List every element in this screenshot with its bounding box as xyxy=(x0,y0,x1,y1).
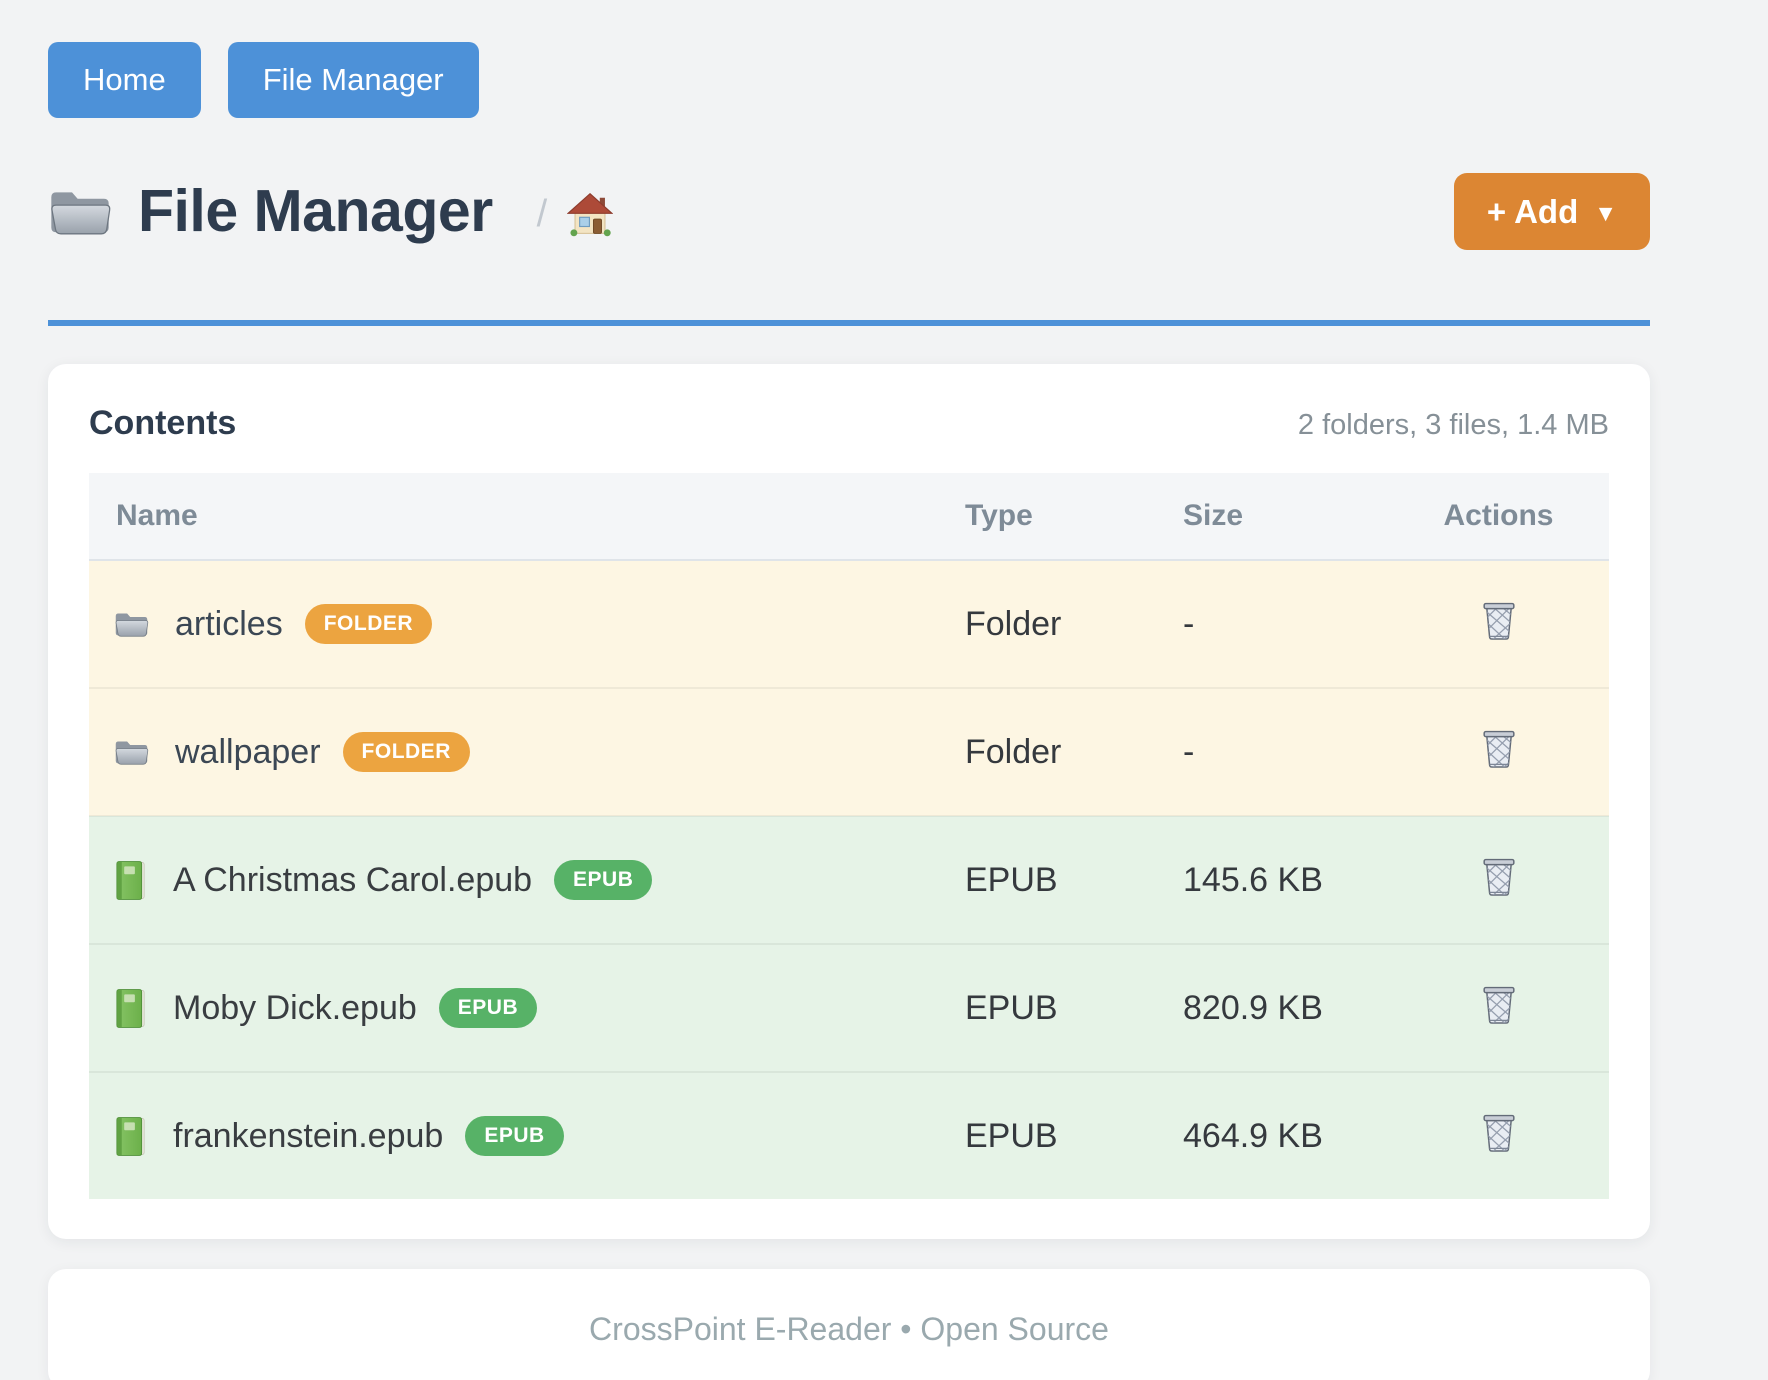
footer-text: CrossPoint E-Reader • Open Source xyxy=(589,1310,1109,1347)
folder-icon xyxy=(48,186,112,237)
folder-badge: FOLDER xyxy=(342,732,470,772)
row-type: Folder xyxy=(965,604,1062,643)
column-header-size: Size xyxy=(1156,473,1388,561)
epub-badge: EPUB xyxy=(438,988,538,1028)
row-name-link[interactable]: A Christmas Carol.epub xyxy=(173,860,533,899)
row-size: - xyxy=(1183,604,1195,643)
trash-icon xyxy=(1481,984,1517,1025)
folder-icon xyxy=(114,738,149,766)
folder-badge: FOLDER xyxy=(304,604,433,644)
delete-button[interactable] xyxy=(1479,854,1519,899)
delete-button[interactable] xyxy=(1479,982,1519,1027)
delete-button[interactable] xyxy=(1479,1110,1519,1155)
page-header: File Manager / + Add ▼ xyxy=(48,173,1650,250)
book-icon xyxy=(114,1116,147,1157)
book-icon xyxy=(114,860,147,901)
epub-badge: EPUB xyxy=(554,860,653,900)
row-type: EPUB xyxy=(938,815,1156,944)
add-button-label: + Add xyxy=(1486,192,1579,230)
page: Home File Manager File Manager / + Add ▼… xyxy=(48,42,1650,1380)
folder-icon xyxy=(114,610,149,638)
chevron-down-icon: ▼ xyxy=(1594,200,1617,226)
delete-button[interactable] xyxy=(1479,726,1519,771)
row-size: 820.9 KB xyxy=(1156,943,1388,1072)
page-title: File Manager xyxy=(138,178,493,245)
column-header-type: Type xyxy=(938,473,1156,561)
trash-icon xyxy=(1481,1112,1517,1153)
trash-icon xyxy=(1481,728,1517,769)
row-type: EPUB xyxy=(938,943,1156,1072)
row-size: - xyxy=(1156,687,1388,816)
table-row[interactable]: Moby Dick.epub EPUB EPUB 820.9 KB xyxy=(89,943,1609,1072)
contents-card: Contents 2 folders, 3 files, 1.4 MB Name… xyxy=(48,364,1650,1239)
title-underline xyxy=(48,320,1650,326)
add-button[interactable]: + Add ▼ xyxy=(1453,173,1650,250)
delete-button[interactable] xyxy=(1479,598,1519,643)
contents-heading: Contents xyxy=(89,404,237,442)
nav-file-manager-button[interactable]: File Manager xyxy=(227,42,479,118)
row-type: Folder xyxy=(938,687,1156,816)
row-size: 464.9 KB xyxy=(1156,1071,1388,1199)
book-icon xyxy=(114,988,147,1029)
contents-summary: 2 folders, 3 files, 1.4 MB xyxy=(1297,409,1609,441)
table-row[interactable]: articles FOLDER Folder - xyxy=(89,560,1609,688)
row-name-link[interactable]: wallpaper xyxy=(175,732,321,771)
column-header-actions: Actions xyxy=(1388,473,1609,561)
epub-badge: EPUB xyxy=(465,1116,564,1156)
contents-card-header: Contents 2 folders, 3 files, 1.4 MB xyxy=(89,404,1609,443)
trash-icon xyxy=(1481,856,1517,897)
breadcrumb-separator: / xyxy=(536,192,548,235)
trash-icon xyxy=(1481,600,1517,641)
home-icon[interactable] xyxy=(567,192,613,238)
files-table: Name Type Size Actions articles FOLDER xyxy=(89,473,1609,1199)
table-header-row: Name Type Size Actions xyxy=(89,473,1609,561)
row-name-link[interactable]: Moby Dick.epub xyxy=(173,988,417,1027)
row-name-link[interactable]: articles xyxy=(175,604,283,643)
column-header-name: Name xyxy=(89,473,938,561)
table-row[interactable]: wallpaper FOLDER Folder - xyxy=(89,687,1609,816)
title-group: File Manager / xyxy=(48,178,1454,245)
row-name-link[interactable]: frankenstein.epub xyxy=(173,1116,444,1155)
table-row[interactable]: frankenstein.epub EPUB EPUB 464.9 KB xyxy=(89,1071,1609,1199)
row-type: EPUB xyxy=(938,1071,1156,1199)
table-row[interactable]: A Christmas Carol.epub EPUB EPUB 145.6 K… xyxy=(89,815,1609,944)
nav-home-button[interactable]: Home xyxy=(48,42,201,118)
footer-card: CrossPoint E-Reader • Open Source xyxy=(48,1269,1650,1380)
row-size: 145.6 KB xyxy=(1156,815,1388,944)
top-nav: Home File Manager xyxy=(48,42,1650,118)
